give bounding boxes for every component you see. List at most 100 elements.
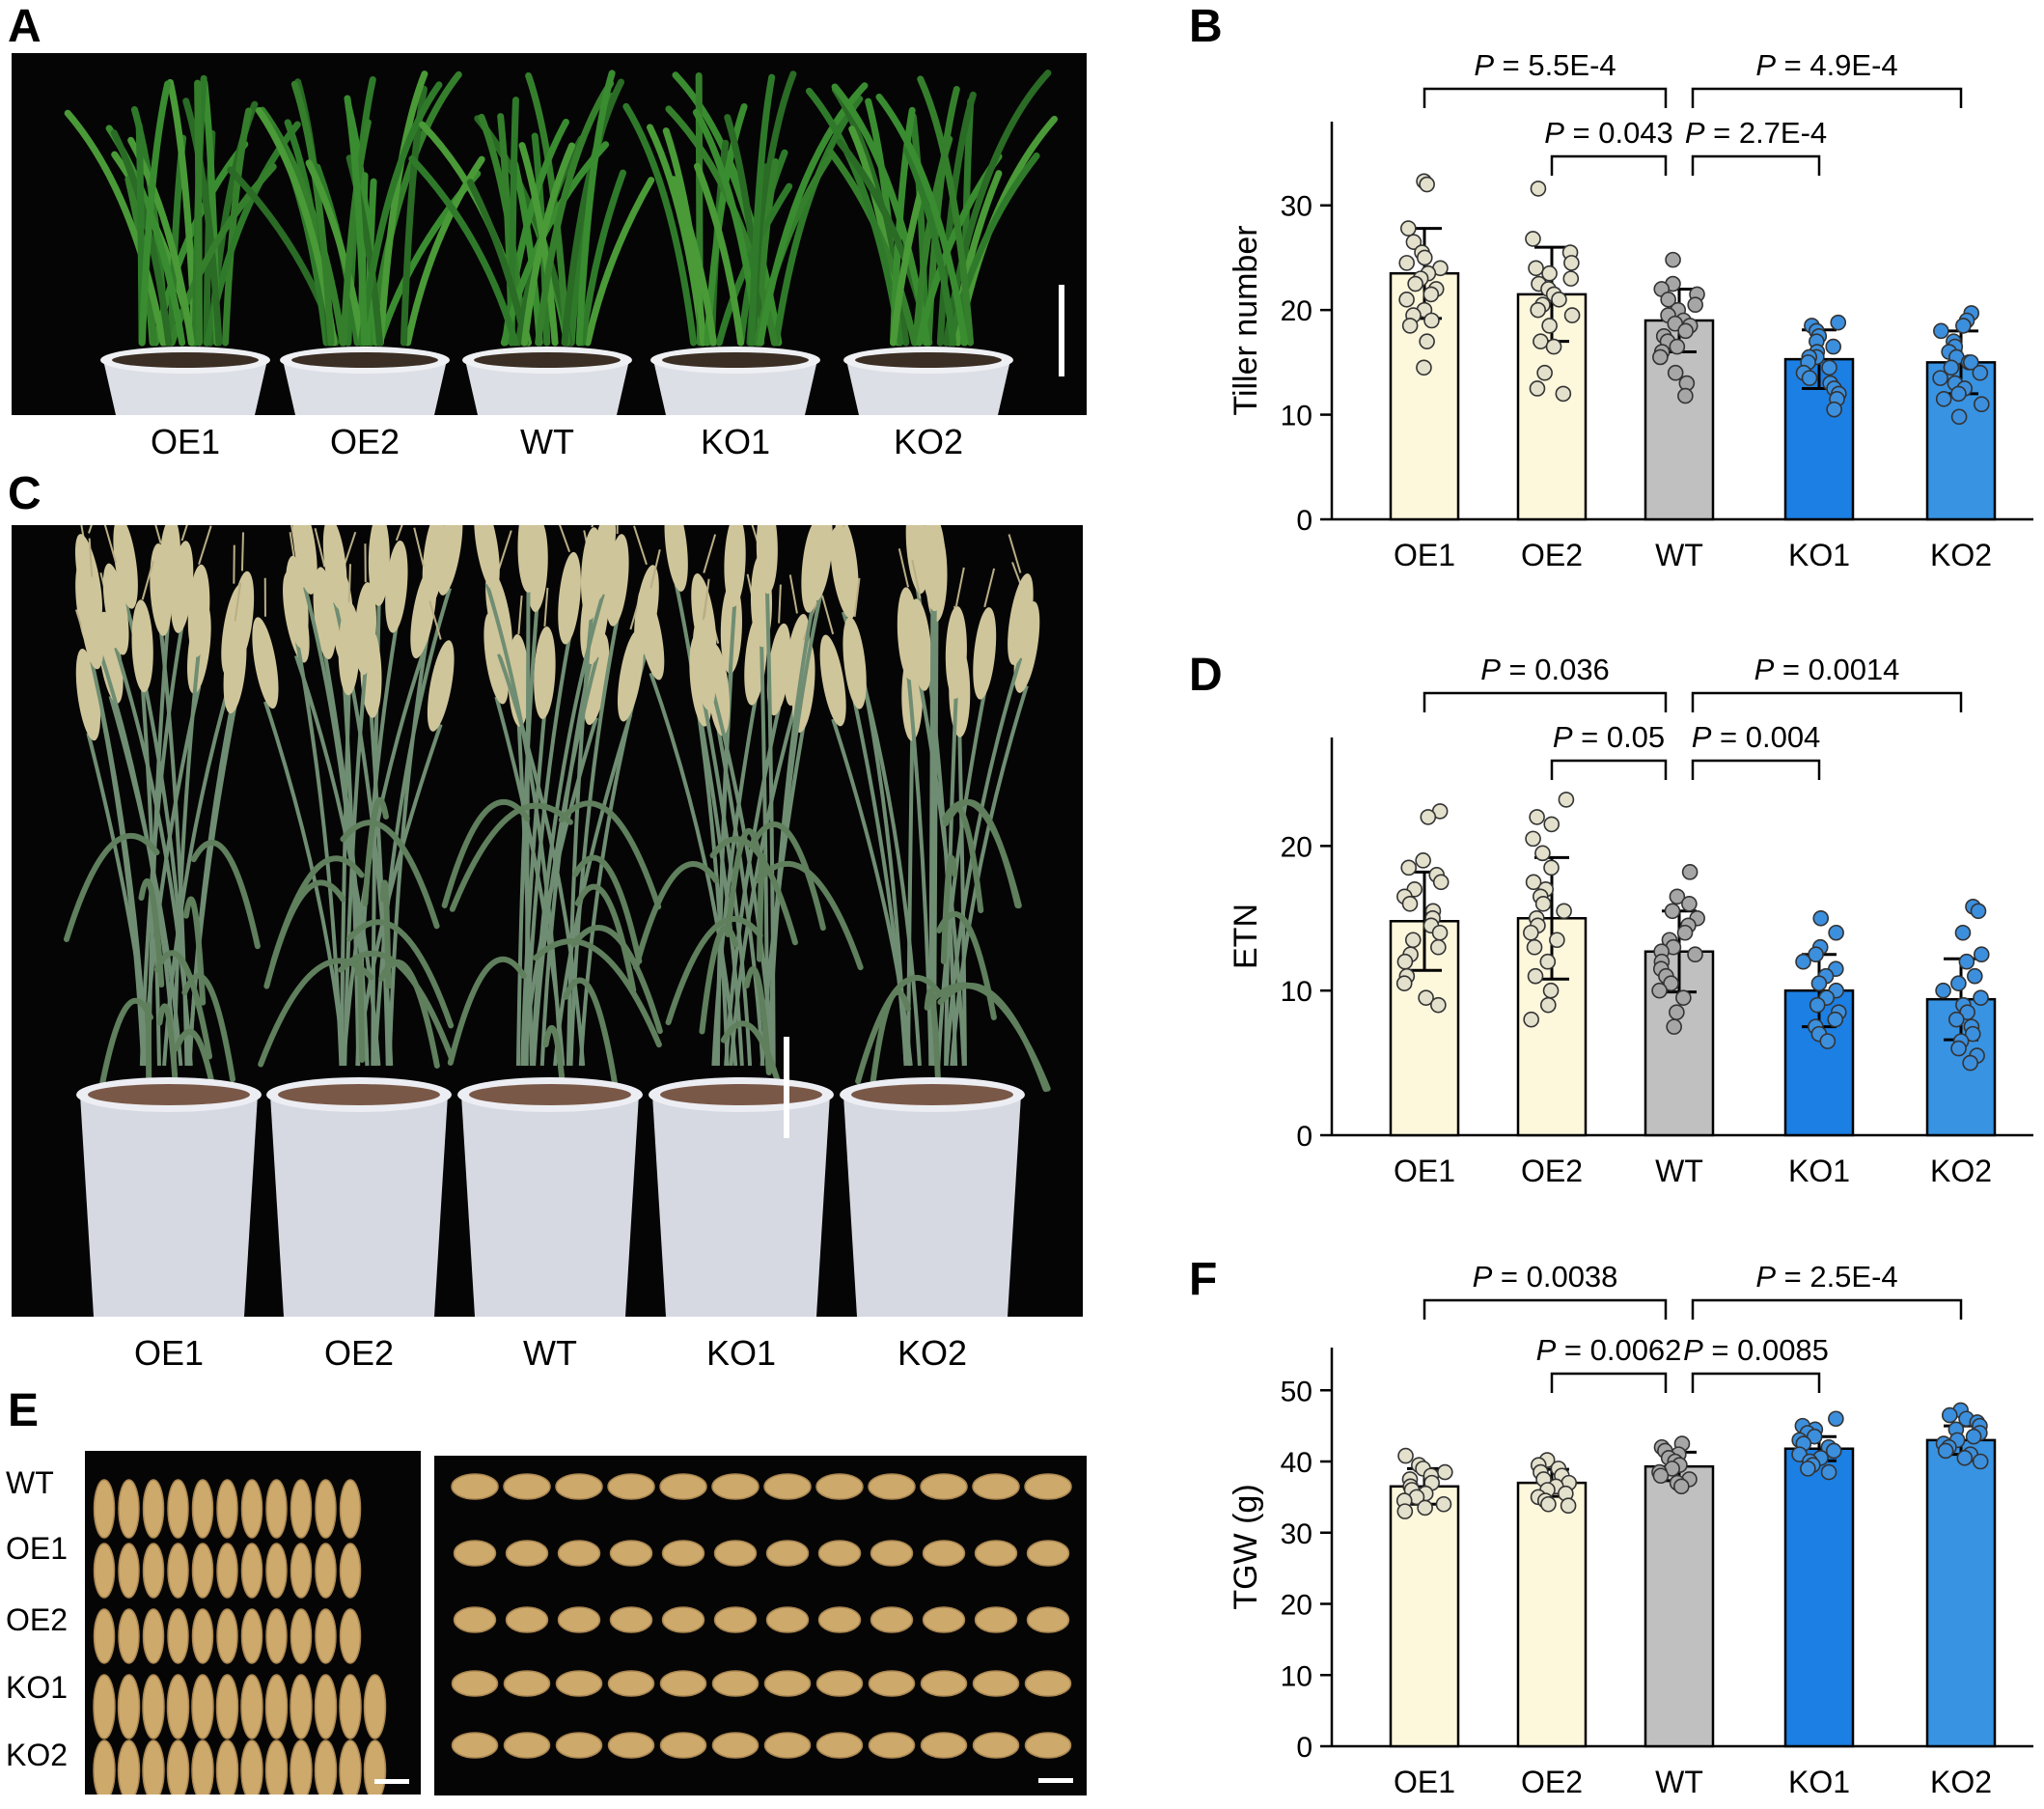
grain xyxy=(920,1670,968,1697)
data-point xyxy=(1950,1040,1967,1057)
grain xyxy=(659,1473,707,1500)
grain xyxy=(713,1606,758,1633)
grain xyxy=(191,1739,214,1795)
grain xyxy=(240,1739,263,1795)
data-point xyxy=(1416,249,1433,266)
x-tick-label: KO2 xyxy=(1930,1765,1992,1799)
p-value-label: P = 0.0038 xyxy=(1473,1260,1618,1294)
grain xyxy=(117,1674,141,1739)
genotype-label: KO2 xyxy=(897,1333,968,1373)
x-tick-label: OE1 xyxy=(1394,538,1455,572)
p-value-label: P = 0.004 xyxy=(1692,720,1821,754)
mature-plant xyxy=(632,525,864,1317)
p-value-label: P = 0.0062 xyxy=(1536,1333,1682,1367)
data-point xyxy=(1941,1406,1958,1424)
data-point xyxy=(1555,385,1572,403)
grain xyxy=(505,1606,549,1633)
data-point xyxy=(1563,307,1581,323)
data-point xyxy=(1810,975,1828,991)
data-point xyxy=(1959,1004,1975,1020)
genotype-label: OE2 xyxy=(323,1333,395,1373)
mature-plant xyxy=(819,525,1051,1317)
data-point xyxy=(1398,255,1416,271)
x-tick-label: WT xyxy=(1655,1154,1703,1185)
data-point xyxy=(1676,924,1694,941)
grain xyxy=(451,1473,499,1500)
data-point xyxy=(1400,220,1417,237)
y-tick-label: 10 xyxy=(1281,401,1312,432)
genotype-label: OE1 xyxy=(133,1333,205,1373)
grain xyxy=(609,1606,653,1633)
grain xyxy=(557,1606,601,1633)
grain-row-label: OE2 xyxy=(6,1602,69,1637)
grain xyxy=(815,1473,864,1500)
data-point xyxy=(1675,989,1692,1006)
data-point xyxy=(1404,932,1422,949)
data-point xyxy=(1398,292,1415,308)
data-point xyxy=(1556,903,1572,920)
grain xyxy=(93,1543,116,1599)
grain xyxy=(118,1608,140,1664)
x-tick-label: OE2 xyxy=(1521,1765,1583,1799)
grain xyxy=(711,1473,760,1500)
genotype-label: KO2 xyxy=(893,422,964,461)
data-point xyxy=(1407,275,1423,292)
y-tick-label: 10 xyxy=(1281,1660,1312,1692)
panel-letter-a: A xyxy=(8,1,41,52)
significance-bracket xyxy=(1691,1372,1821,1393)
x-tick-label: WT xyxy=(1655,1765,1703,1799)
data-point xyxy=(1667,364,1684,381)
grain xyxy=(817,1606,862,1633)
data-point xyxy=(1423,286,1440,303)
grain xyxy=(870,1606,914,1633)
x-tick-label: KO1 xyxy=(1788,1154,1850,1185)
data-point xyxy=(1400,859,1418,877)
y-tick-label: 20 xyxy=(1281,1590,1312,1622)
grain xyxy=(339,1674,362,1739)
y-tick-label: 10 xyxy=(1281,976,1312,1008)
grain xyxy=(607,1473,655,1500)
grain xyxy=(1024,1732,1072,1759)
grain xyxy=(265,1479,288,1539)
y-tick-label: 50 xyxy=(1281,1376,1312,1407)
data-point xyxy=(1416,359,1432,376)
data-point xyxy=(1809,996,1826,1014)
grain xyxy=(868,1670,916,1697)
y-tick-label: 40 xyxy=(1281,1447,1312,1479)
data-point xyxy=(1828,924,1844,941)
mature-plant xyxy=(252,525,463,1317)
data-point xyxy=(1430,996,1447,1014)
data-point xyxy=(1970,903,1987,920)
grain-length-photo xyxy=(434,1456,1087,1795)
grain xyxy=(240,1543,263,1599)
grain xyxy=(290,1543,313,1599)
data-point xyxy=(1665,251,1681,268)
data-point xyxy=(1396,953,1414,970)
data-point xyxy=(1530,181,1547,197)
significance-bracket xyxy=(1691,1298,1963,1320)
grain xyxy=(191,1543,214,1599)
data-point xyxy=(1681,895,1698,912)
bar xyxy=(1925,1438,1997,1748)
grain xyxy=(1024,1473,1072,1500)
grain xyxy=(290,1674,313,1739)
y-tick-label: 20 xyxy=(1281,831,1312,863)
grain xyxy=(555,1473,603,1500)
grain xyxy=(713,1540,758,1567)
data-point xyxy=(1528,260,1544,277)
grain xyxy=(117,1739,141,1795)
data-point xyxy=(1563,255,1580,271)
scale-bar xyxy=(1038,1778,1073,1783)
tgw-chart: 0 10 20 30 40 50 TGW (g) OE1 OE2 WT KO1 KO2 P = 0.00… xyxy=(1189,1251,2044,1804)
data-point xyxy=(1825,338,1841,355)
data-point xyxy=(1687,296,1703,314)
grain xyxy=(920,1473,968,1500)
grain xyxy=(1026,1540,1070,1567)
data-point xyxy=(1435,1495,1452,1513)
data-point xyxy=(1431,924,1449,941)
data-point xyxy=(1972,1453,1989,1470)
grain xyxy=(93,1479,116,1539)
grain xyxy=(290,1608,313,1664)
data-point xyxy=(1973,989,1989,1006)
grain xyxy=(216,1608,238,1664)
